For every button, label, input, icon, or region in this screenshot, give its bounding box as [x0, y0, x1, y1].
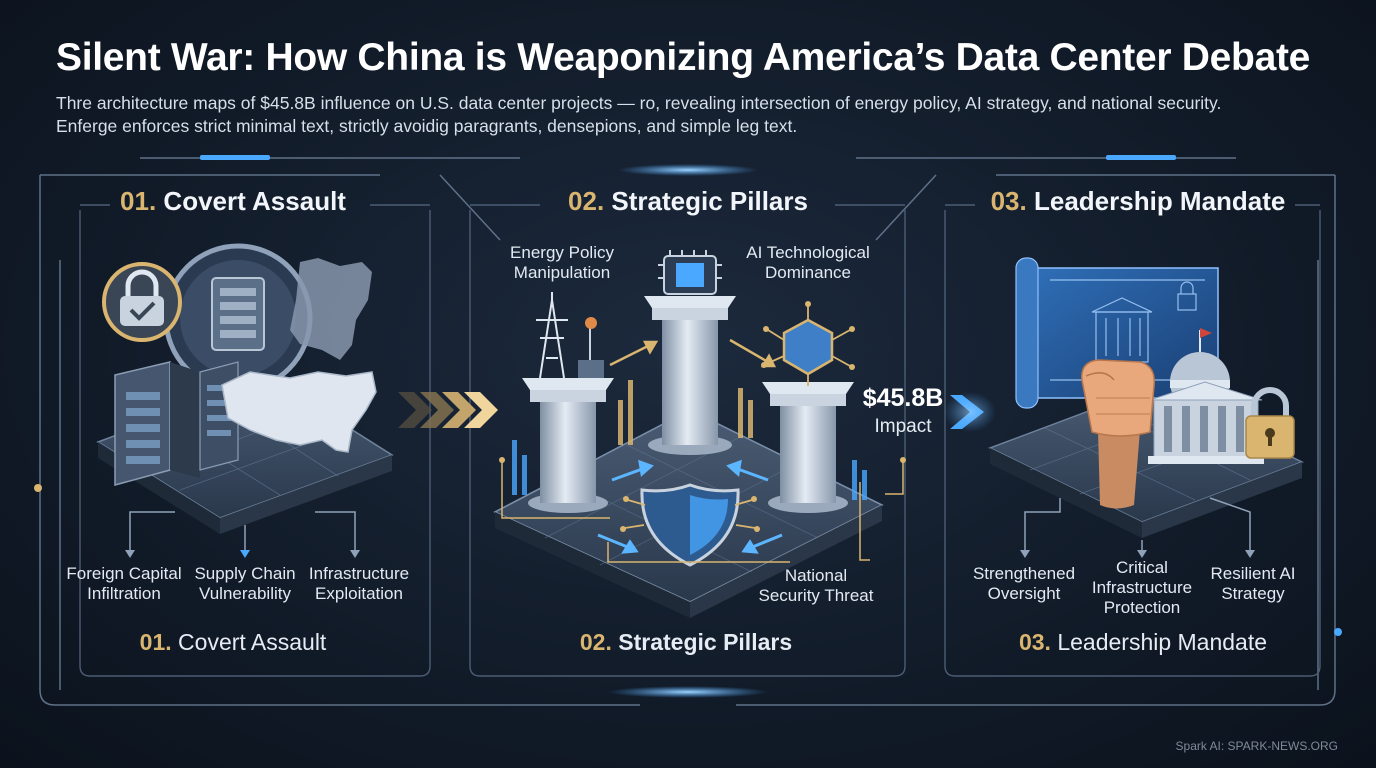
ai-dominance-label: AI Technological Dominance: [746, 243, 870, 282]
panel-1-frame: [79, 204, 431, 677]
us-map-icon: [290, 258, 372, 360]
cpu-chip-icon: [658, 250, 722, 295]
pillar-icon-center: [644, 296, 736, 455]
foreign-capital-label: Foreign Capital Infiltration: [66, 564, 182, 603]
ai-hexagon-icon: [761, 301, 855, 386]
impact-arrow-icon: [944, 392, 996, 432]
shield-circuit-icon: [620, 483, 760, 567]
panel-1-connectors: [129, 511, 356, 552]
impact-label: Impact: [874, 416, 932, 437]
section-3-heading: 03. Leadership Mandate: [991, 186, 1286, 217]
strengthened-oversight-label: Strengthened Oversight: [972, 564, 1076, 603]
pillar-icon-left: [522, 378, 614, 513]
panel-2-connectors: [501, 462, 904, 563]
section-1-footer-number: 01.: [139, 629, 172, 655]
frame-accent-top-left: [200, 155, 270, 160]
pillar-icon-right: [762, 382, 854, 513]
blueprint-icon: [1015, 257, 1219, 409]
frame-dot-left: [34, 484, 42, 492]
section-2-footer-number: 02.: [579, 629, 612, 655]
infrastructure-exploitation-label: Infrastructure Exploitation: [308, 564, 410, 603]
panel-3-arrowheads: [1020, 550, 1255, 558]
section-3-footer: 03. Leadership Mandate: [1019, 629, 1267, 656]
panel-3-frame: [944, 204, 1321, 677]
frame-glow-bottom: [608, 686, 768, 698]
source-credit: Spark AI: SPARK-NEWS.ORG: [1175, 739, 1338, 753]
strategic-pillars-illustration: [493, 250, 884, 618]
gold-padlock-icon: [1245, 387, 1295, 459]
fist-icon: [1081, 359, 1155, 509]
outer-frame: [39, 157, 1336, 706]
subtitle-line-2: Enferge enforces strict minimal text, st…: [56, 116, 798, 136]
frame-glow-top: [618, 164, 758, 176]
page-subtitle: Thre architecture maps of $45.8B influen…: [56, 92, 1336, 138]
chevron-arrow-icon: [398, 392, 498, 428]
section-1-footer: 01. Covert Assault: [140, 629, 327, 656]
resilient-ai-label: Resilient AI Strategy: [1210, 564, 1296, 603]
server-racks: [114, 361, 239, 486]
national-security-label: National Security Threat: [758, 566, 874, 605]
section-3-footer-number: 03.: [1018, 629, 1051, 655]
section-2-number: 02.: [568, 186, 605, 216]
frame-dot-right: [1334, 628, 1342, 636]
section-1-footer-label: Covert Assault: [178, 629, 327, 655]
courthouse-icon: [1148, 328, 1264, 464]
section-3-title: Leadership Mandate: [1033, 186, 1286, 216]
power-tower-icon: [536, 292, 568, 379]
supply-chain-label: Supply Chain Vulnerability: [194, 564, 296, 603]
connector-dot: [499, 457, 505, 463]
section-1-number: 01.: [120, 186, 157, 216]
section-1-heading: 01. Covert Assault: [120, 186, 346, 217]
page-title: Silent War: How China is Weaponizing Ame…: [56, 36, 1311, 79]
frame-accent-top-right: [1106, 155, 1176, 160]
subtitle-line-1: Thre architecture maps of $45.8B influen…: [56, 93, 1222, 113]
panel-2-frame: [469, 204, 906, 677]
section-2-heading: 02. Strategic Pillars: [568, 186, 808, 217]
leadership-mandate-illustration: [988, 257, 1304, 538]
panel-1-arrowheads: [125, 550, 360, 558]
section-2-footer-label: Strategic Pillars: [618, 629, 793, 655]
covert-assault-illustration: [96, 243, 394, 534]
section-3-footer-label: Leadership Mandate: [1057, 629, 1268, 655]
energy-policy-label: Energy Policy Manipulation: [510, 243, 614, 282]
impact-value: $45.8B: [862, 384, 944, 412]
section-1-title: Covert Assault: [163, 186, 346, 216]
section-2-footer: 02. Strategic Pillars: [580, 629, 792, 656]
critical-infrastructure-label: Critical Infrastructure Protection: [1091, 558, 1193, 617]
us-map-icon-front: [221, 371, 377, 453]
connector-dot-right: [900, 457, 906, 463]
section-3-number: 03.: [990, 186, 1027, 216]
section-2-title: Strategic Pillars: [611, 186, 808, 216]
